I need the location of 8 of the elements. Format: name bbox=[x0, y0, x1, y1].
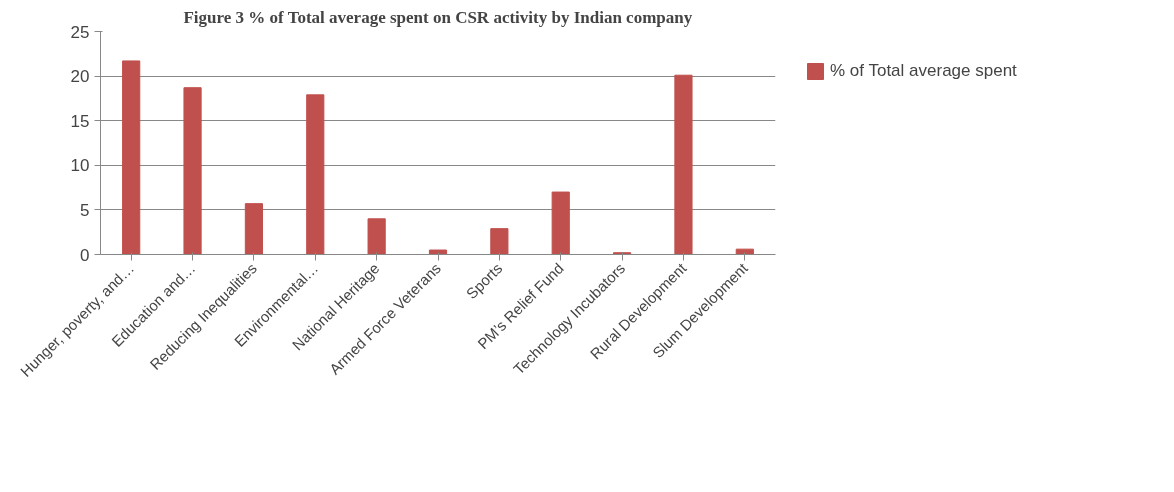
y-tick-label: 0 bbox=[80, 245, 90, 265]
y-tick-label: 25 bbox=[70, 22, 90, 42]
y-tick-label: 10 bbox=[70, 156, 90, 176]
legend-label: % of Total average spent bbox=[830, 61, 1017, 81]
y-tick-label: 20 bbox=[70, 67, 90, 87]
chart-title: Figure 3 % of Total average spent on CSR activity by Indian company bbox=[183, 7, 693, 27]
y-tick-label: 15 bbox=[70, 111, 90, 131]
y-tick-label: 5 bbox=[80, 200, 90, 220]
